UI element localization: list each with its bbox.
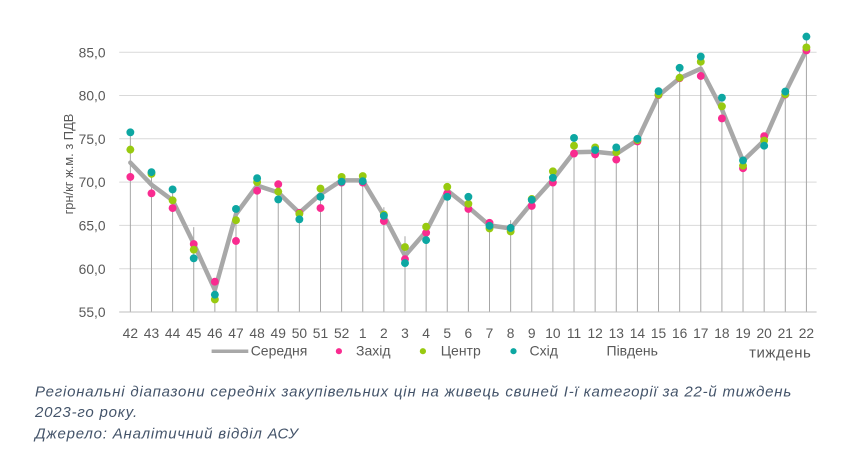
svg-text:42: 42 [123,326,138,341]
svg-text:Регіональні діапазони середніх: Регіональні діапазони середніх закупівел… [35,383,792,400]
svg-text:Південь: Південь [607,343,658,359]
svg-text:20: 20 [756,326,772,341]
svg-text:16: 16 [672,326,688,341]
svg-text:43: 43 [144,326,160,341]
svg-text:Середня: Середня [251,343,308,359]
svg-text:60,0: 60,0 [79,262,106,277]
svg-text:22: 22 [799,326,814,341]
svg-text:7: 7 [486,326,494,341]
svg-text:13: 13 [609,326,625,341]
svg-text:6: 6 [465,326,473,341]
svg-text:2: 2 [380,326,388,341]
svg-text:49: 49 [271,326,287,341]
svg-text:3: 3 [401,326,409,341]
svg-text:52: 52 [334,326,349,341]
svg-text:8: 8 [507,326,515,341]
svg-text:15: 15 [651,326,667,341]
svg-text:65,0: 65,0 [79,219,106,234]
svg-text:75,0: 75,0 [79,132,106,147]
svg-text:10: 10 [545,326,561,341]
svg-text:14: 14 [630,326,646,341]
svg-text:70,0: 70,0 [79,175,106,190]
svg-text:48: 48 [249,326,265,341]
svg-text:9: 9 [528,326,536,341]
svg-text:45: 45 [186,326,202,341]
svg-text:50: 50 [292,326,308,341]
svg-text:грн/кг ж.м. з ПДВ: грн/кг ж.м. з ПДВ [61,114,76,215]
svg-text:46: 46 [207,326,223,341]
svg-text:85,0: 85,0 [79,45,106,60]
svg-text:51: 51 [313,326,328,341]
svg-text:47: 47 [228,326,243,341]
svg-text:4: 4 [422,326,430,341]
svg-text:1: 1 [359,326,367,341]
svg-text:Захід: Захід [356,343,391,359]
svg-text:19: 19 [735,326,751,341]
svg-text:44: 44 [165,326,181,341]
svg-text:18: 18 [714,326,730,341]
svg-text:80,0: 80,0 [79,89,106,104]
svg-text:17: 17 [693,326,708,341]
svg-text:Схід: Схід [530,343,558,359]
svg-text:5: 5 [443,326,451,341]
svg-text:тиждень: тиждень [749,344,811,361]
svg-text:Джерело: Аналітичний відділ АС: Джерело: Аналітичний відділ АСУ [33,426,299,443]
svg-text:21: 21 [778,326,793,341]
svg-text:2023-го року.: 2023-го року. [34,404,138,421]
svg-text:12: 12 [587,326,602,341]
svg-text:11: 11 [567,326,581,341]
svg-text:Центр: Центр [441,343,481,359]
svg-text:55,0: 55,0 [79,305,106,320]
